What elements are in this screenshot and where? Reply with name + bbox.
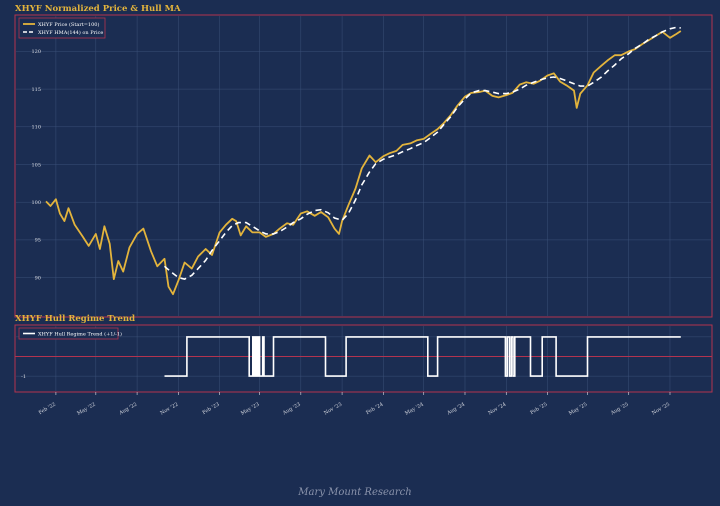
trend-x-tick-label: Aug '25 [609, 402, 630, 417]
price-y-axis: 90 95 100 105 110 115 120 [31, 49, 41, 281]
trend-x-tick-label: May '24 [404, 402, 425, 417]
trend-x-tick-label: Nov '24 [487, 402, 507, 417]
price-y-tick-label: 95 [35, 238, 41, 244]
price-panel-title: XHYF Normalized Price & Hull MA [15, 4, 181, 14]
trend-legend: XHYF Hull Regime Trend (+1/-1) [19, 328, 122, 339]
trend-x-tick-label: Feb '25 [529, 402, 548, 417]
legend-price-label: XHYF Price (Start=100) [38, 21, 99, 28]
trend-x-tick-label: May '22 [76, 402, 97, 417]
trend-x-tick-label: Feb '22 [38, 402, 57, 417]
trend-x-tick-label: Aug '23 [281, 402, 302, 417]
price-y-tick-label: 100 [31, 200, 41, 206]
price-y-tick-label: 120 [31, 49, 41, 55]
trend-x-tick-label: Nov '25 [651, 402, 671, 417]
trend-x-tick-label: Nov '22 [159, 402, 179, 417]
trend-panel: -11 Feb '22 May '22 Aug '22 Nov '22 Feb '23 M… [15, 325, 712, 417]
trend-panel-title: XHYF Hull Regime Trend [15, 314, 135, 324]
footer-watermark: Mary Mount Research [297, 487, 411, 498]
trend-x-tick-label: May '25 [568, 402, 589, 417]
legend-hma-label: XHYF HMA(144) on Price [38, 29, 103, 36]
price-y-tick-label: 110 [31, 125, 41, 131]
trend-x-axis: Feb '22 May '22 Aug '22 Nov '22 Feb '23 May '… [38, 392, 671, 417]
trend-x-tick-label: Aug '22 [117, 402, 138, 417]
price-panel: 90 95 100 105 110 115 120 XHYF Price (Start=10… [15, 15, 712, 317]
trend-x-tick-label: Aug '24 [445, 402, 466, 417]
price-y-tick-label: 90 [35, 275, 41, 281]
price-y-tick-label: 115 [31, 87, 41, 93]
trend-x-tick-label: May '23 [240, 402, 261, 417]
trend-y-tick-label: -1 [21, 374, 26, 380]
trend-x-tick-label: Nov '23 [323, 402, 343, 417]
price-legend: XHYF Price (Start=100) XHYF HMA(144) on … [19, 18, 105, 38]
trend-y-axis: -11 [21, 335, 26, 380]
trend-x-tick-label: Feb '23 [201, 402, 220, 417]
trend-x-tick-label: Feb '24 [365, 402, 384, 417]
price-line [46, 31, 681, 294]
legend-trend-label: XHYF Hull Regime Trend (+1/-1) [38, 331, 122, 338]
price-y-tick-label: 105 [31, 162, 41, 168]
